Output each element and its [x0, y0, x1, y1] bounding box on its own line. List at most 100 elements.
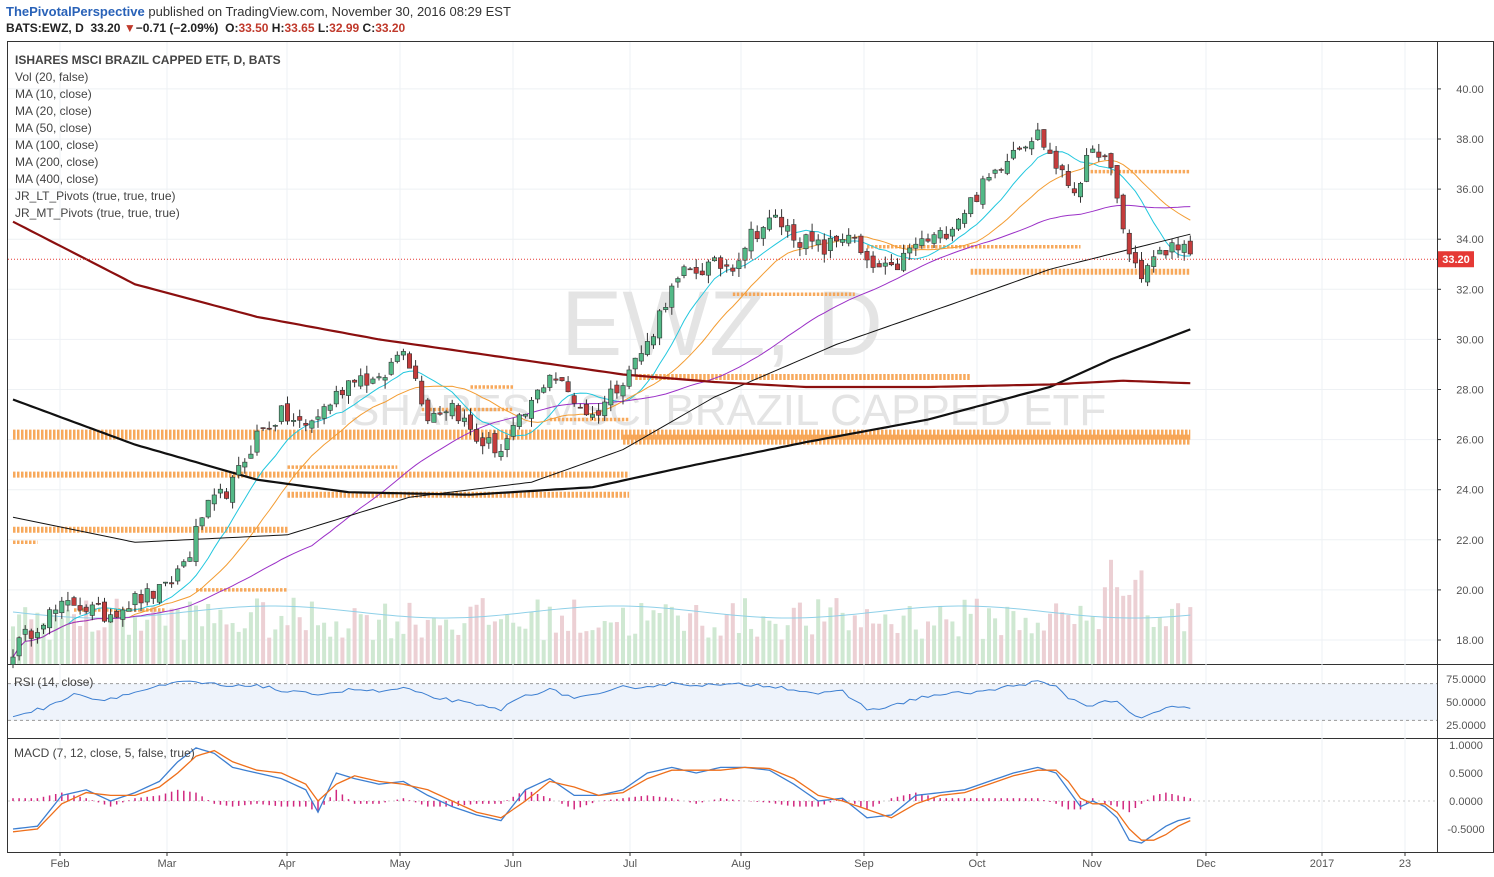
- volume-bar: [492, 621, 497, 664]
- candle-body: [730, 267, 736, 272]
- volume-bar: [1157, 617, 1162, 664]
- candle-body: [108, 614, 114, 623]
- volume-bar: [730, 603, 735, 664]
- candle-body: [89, 604, 95, 616]
- ma-line-5: [12, 220, 1191, 389]
- volume-bar: [602, 621, 607, 664]
- date-tick-label: Nov: [1082, 858, 1102, 870]
- macd-signal-line: [12, 749, 1191, 841]
- candle-body: [461, 417, 467, 422]
- volume-bar: [584, 631, 589, 664]
- candle-body: [669, 285, 675, 308]
- volume-bar: [425, 619, 430, 664]
- volume-bar: [431, 618, 436, 664]
- candle-body: [974, 194, 980, 202]
- volume-bar: [669, 606, 674, 664]
- volume-bar: [395, 621, 400, 664]
- volume-bar: [11, 626, 15, 664]
- volume-bar: [1060, 612, 1065, 664]
- candle-body: [1114, 165, 1120, 199]
- candle-body: [602, 401, 608, 417]
- volume-bar: [657, 612, 662, 664]
- candle-body: [1035, 129, 1041, 140]
- volume-bar: [950, 621, 955, 664]
- volume-bar: [627, 635, 632, 664]
- volume-bar: [614, 622, 619, 664]
- volume-bar: [236, 631, 241, 664]
- volume-bar: [553, 632, 558, 664]
- volume-bar: [352, 608, 357, 664]
- volume-bar: [1078, 605, 1083, 664]
- candle-body: [852, 236, 858, 239]
- candle-body: [1016, 147, 1022, 150]
- date-tick-label: 2017: [1310, 858, 1334, 870]
- ma-line-2: [12, 204, 1191, 658]
- volume-bar: [401, 633, 406, 664]
- volume-bar: [797, 602, 802, 664]
- volume-bar: [273, 629, 278, 664]
- candle-body: [413, 365, 419, 379]
- volume-bar: [1072, 623, 1077, 664]
- candle-body: [858, 235, 864, 254]
- candle-body: [321, 406, 327, 419]
- last-price-box: [1438, 251, 1474, 268]
- volume-bar: [608, 622, 613, 664]
- publisher-line: ThePivotalPerspective published on Tradi…: [6, 4, 511, 19]
- volume-bar: [1127, 594, 1132, 664]
- volume-bar: [267, 637, 272, 664]
- volume-bar: [816, 599, 821, 664]
- macd-tick-label: 1.0000: [1449, 740, 1483, 752]
- candle-body: [657, 310, 663, 339]
- candle-body: [467, 414, 473, 430]
- candle-body: [894, 263, 900, 271]
- candle-body: [193, 525, 199, 562]
- candle-body: [760, 227, 766, 239]
- candle-body: [376, 376, 382, 379]
- candle-body: [327, 404, 333, 411]
- volume-bar: [980, 638, 985, 664]
- candle-body: [95, 603, 101, 605]
- candle-body: [388, 361, 394, 375]
- candle-body: [675, 278, 681, 283]
- volume-bar: [541, 640, 546, 664]
- volume-bar: [145, 619, 150, 664]
- candle-body: [949, 228, 955, 237]
- ma-line-1: [12, 159, 1191, 658]
- volume-bar: [218, 609, 223, 664]
- candle-body: [827, 237, 833, 251]
- rsi-title: RSI (14, close): [14, 675, 93, 689]
- volume-bar: [590, 630, 595, 664]
- candle-body: [791, 224, 797, 241]
- candle-body: [1078, 183, 1084, 198]
- candle-body: [1090, 148, 1096, 153]
- volume-bar: [1041, 630, 1046, 664]
- legend-item-2: MA (10, close): [15, 87, 92, 101]
- volume-bar: [1139, 570, 1144, 664]
- candle-body: [199, 517, 205, 527]
- candle-body: [1163, 250, 1169, 256]
- volume-bar: [993, 618, 998, 664]
- publisher-name[interactable]: ThePivotalPerspective: [6, 4, 145, 19]
- volume-bar: [1115, 587, 1120, 664]
- rsi-tick-label: 50.0000: [1446, 697, 1486, 709]
- candle-body: [400, 351, 406, 356]
- candle-body: [364, 373, 370, 386]
- candle-body: [59, 600, 65, 614]
- volume-bar: [566, 630, 571, 664]
- candle-body: [1139, 260, 1145, 280]
- candle-body: [754, 231, 760, 239]
- volume-bar: [858, 627, 863, 664]
- volume-bar: [157, 611, 162, 664]
- volume-bar: [1011, 611, 1016, 664]
- volume-bar: [169, 608, 174, 664]
- candle-body: [583, 403, 589, 416]
- date-tick-label: Apr: [278, 858, 295, 870]
- volume-bar: [682, 630, 686, 664]
- volume-bar: [480, 598, 485, 664]
- candle-body: [83, 606, 89, 612]
- candle-body: [510, 425, 516, 437]
- volume-bar: [377, 619, 381, 664]
- candle-body: [693, 267, 699, 274]
- volume-bar: [1066, 615, 1071, 664]
